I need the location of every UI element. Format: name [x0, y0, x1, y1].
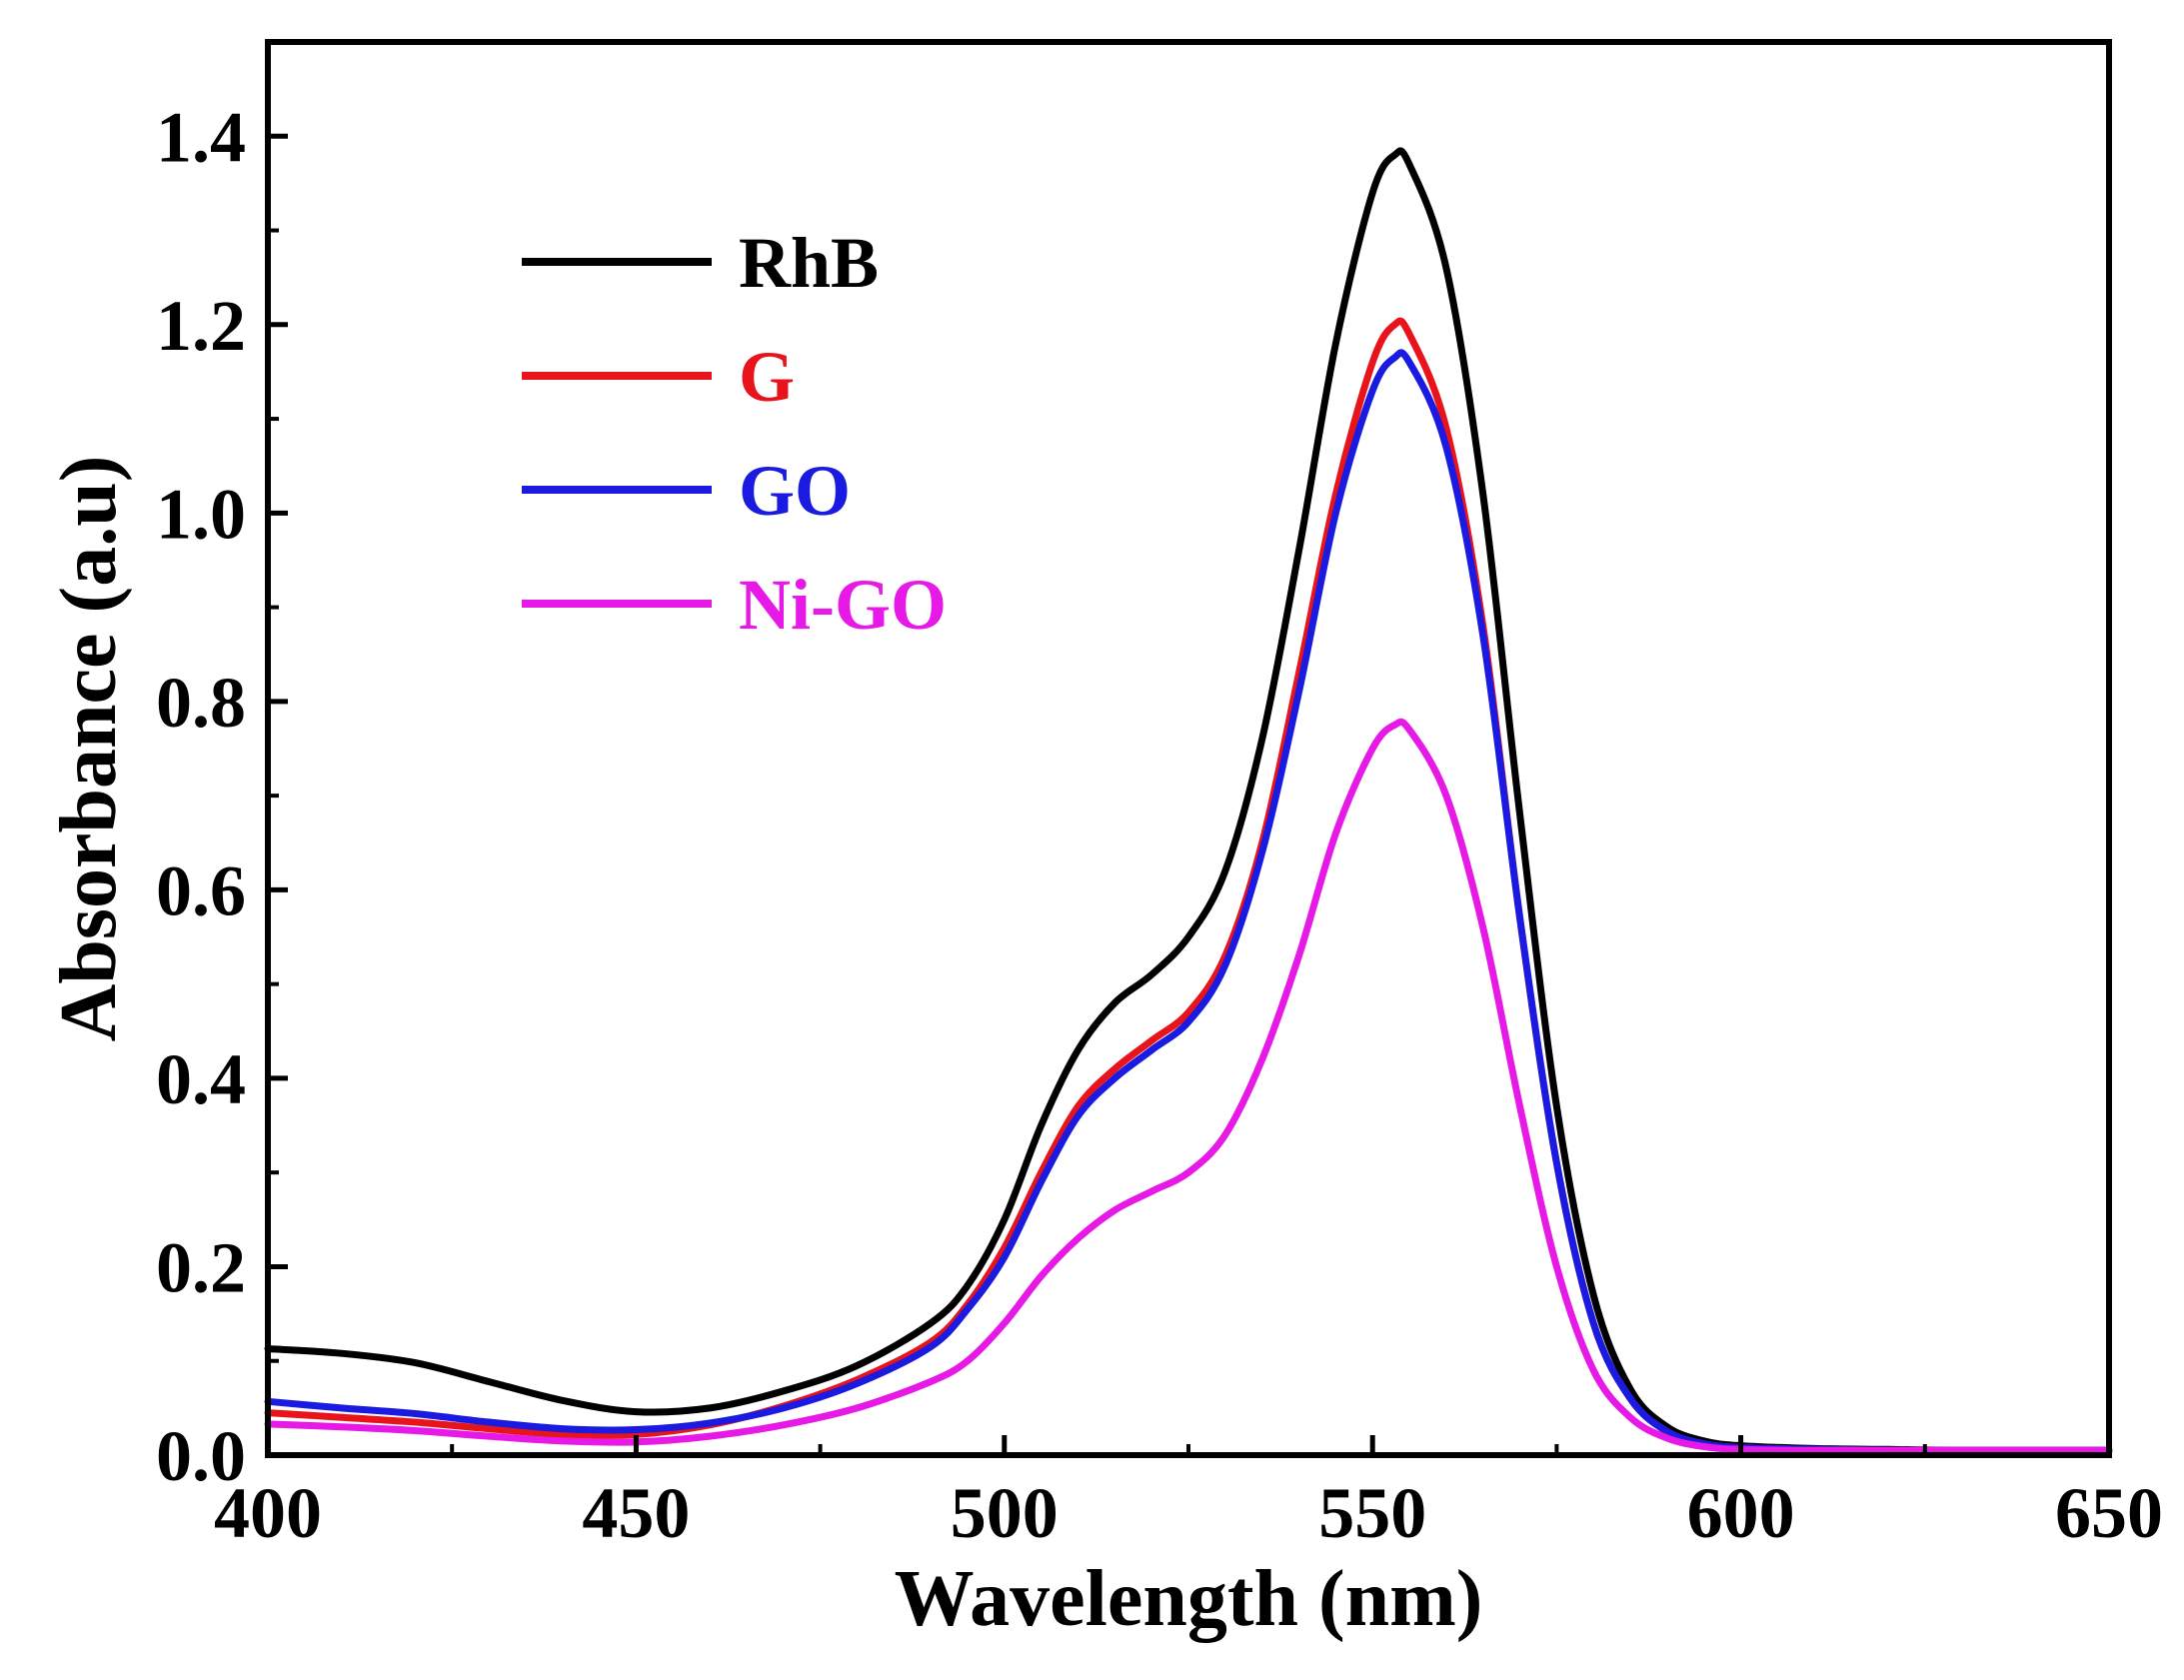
legend-label-ni-go: Ni-GO — [739, 565, 947, 645]
x-tick-label: 400 — [214, 1473, 322, 1553]
x-tick-label: 500 — [951, 1473, 1059, 1553]
axes-layer: 400 450 500 550 600 650 0.0 0.2 0.4 0.6 0.8 1.0 1.2 1… — [156, 40, 2163, 1553]
series-line-go — [264, 349, 2113, 1454]
x-tick-label: 550 — [1318, 1473, 1426, 1553]
x-axis-title: Wavelength (nm) — [895, 1555, 1483, 1643]
plot-frame — [265, 39, 2112, 1458]
y-tick-label: 0.0 — [156, 1416, 246, 1496]
x-tick-label: 600 — [1687, 1473, 1795, 1553]
y-tick-label: 0.4 — [156, 1039, 246, 1119]
series-line-ni-go — [264, 718, 2113, 1454]
y-axis-title: Absorbance (a.u) — [45, 456, 133, 1042]
legend-label-g: G — [739, 337, 795, 417]
y-tick-label: 0.8 — [156, 663, 246, 743]
y-tick-label: 1.2 — [156, 286, 246, 366]
legend: RhB G GO Ni-GO — [522, 223, 947, 645]
series-line-rhb — [264, 147, 2113, 1454]
legend-label-go: GO — [739, 451, 851, 531]
x-tick-label: 650 — [2055, 1473, 2163, 1553]
series-layer — [264, 147, 2113, 1454]
y-tick-label: 0.6 — [156, 850, 246, 930]
y-tick-label: 1.0 — [156, 474, 246, 554]
y-tick-label: 1.4 — [156, 97, 246, 177]
legend-label-rhb: RhB — [739, 223, 879, 303]
y-tick-label: 0.2 — [156, 1227, 246, 1307]
x-tick-label: 450 — [582, 1473, 690, 1553]
